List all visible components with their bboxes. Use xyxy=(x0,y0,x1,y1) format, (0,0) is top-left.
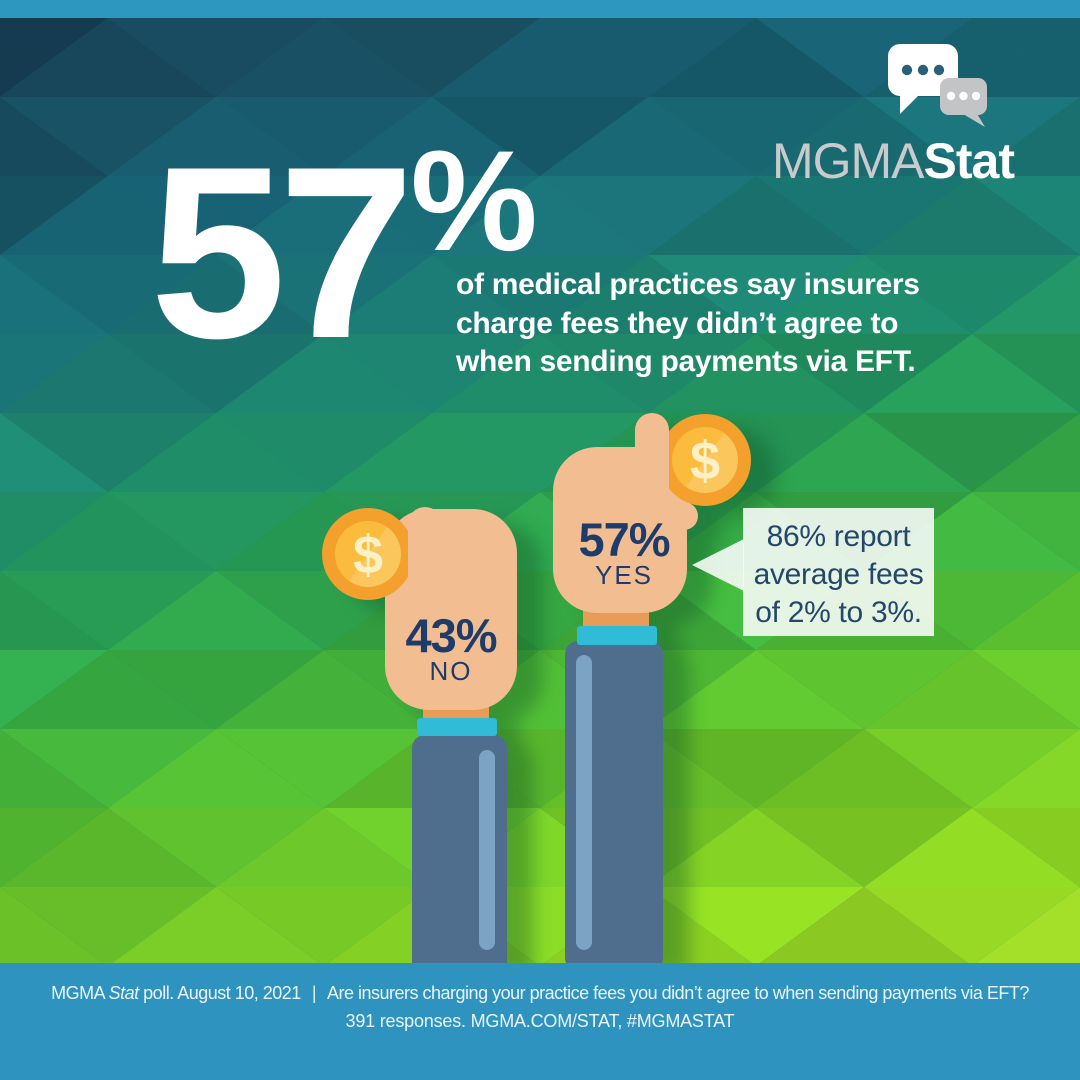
dollar-coin-icon: $ xyxy=(322,508,414,600)
cuff xyxy=(417,718,497,736)
logo-stat-text: Stat xyxy=(923,133,1015,189)
hand-yes-illustration: $ 57% YES xyxy=(553,413,751,963)
footer-responses: 391 responses. MGMA.COM/STAT, #MGMASTAT xyxy=(345,1011,735,1031)
speech-bubbles-icon xyxy=(888,44,987,127)
logo-wordmark: MGMAStat xyxy=(771,133,1015,189)
logo-mgma-text: MGMA xyxy=(771,133,925,189)
footer-brand: MGMA xyxy=(51,983,105,1003)
callout-text: 86% report average fees of 2% to 3%. xyxy=(743,508,934,632)
stat-number: 57 xyxy=(150,115,415,389)
stat-description: of medical practices say insurers charge… xyxy=(456,266,920,382)
no-percent-label: 43% xyxy=(405,609,496,662)
footer-question: Are insurers charging your practice fees… xyxy=(327,983,1029,1003)
mgma-stat-logo: MGMAStat xyxy=(716,40,1016,186)
stat-percentage: 57 % xyxy=(150,130,538,375)
sleeve-highlight xyxy=(479,750,495,950)
footer-date: poll. August 10, 2021 xyxy=(143,983,301,1003)
stat-percent-sign: % xyxy=(410,122,538,281)
stat-description-line: when sending payments via EFT. xyxy=(456,345,916,378)
yes-word-label: YES xyxy=(595,560,653,590)
finger xyxy=(635,413,669,528)
dollar-coin-icon: $ xyxy=(659,414,751,506)
yes-percent-label: 57% xyxy=(578,513,669,566)
callout-line: average fees xyxy=(753,558,924,591)
footer-poll-info: MGMA Stat poll. August 10, 2021 | Are insu… xyxy=(0,983,1080,1004)
dollar-sign: $ xyxy=(690,431,720,491)
top-border-bar xyxy=(0,0,1080,18)
callout-line: 86% report xyxy=(766,520,911,553)
no-word-label: NO xyxy=(430,656,473,686)
callout-tail xyxy=(692,539,744,591)
callout-line: of 2% to 3%. xyxy=(755,596,922,629)
callout-bubble: 86% report average fees of 2% to 3%. xyxy=(692,508,934,636)
finger xyxy=(408,507,442,615)
cuff xyxy=(577,626,657,645)
stat-description-line: of medical practices say insurers xyxy=(456,268,920,301)
footer-divider: | xyxy=(311,983,317,1003)
hand-no-illustration: $ 43% NO xyxy=(322,507,517,963)
footer-brand-stat: Stat xyxy=(108,983,140,1003)
thumb xyxy=(658,502,698,530)
wrist-band xyxy=(583,609,649,629)
dollar-sign: $ xyxy=(353,525,383,585)
sleeve-highlight xyxy=(576,655,592,950)
footer-bar: MGMA Stat poll. August 10, 2021 | Are insu… xyxy=(0,963,1080,1080)
stat-description-line: charge fees they didn’t agree to xyxy=(456,306,899,340)
